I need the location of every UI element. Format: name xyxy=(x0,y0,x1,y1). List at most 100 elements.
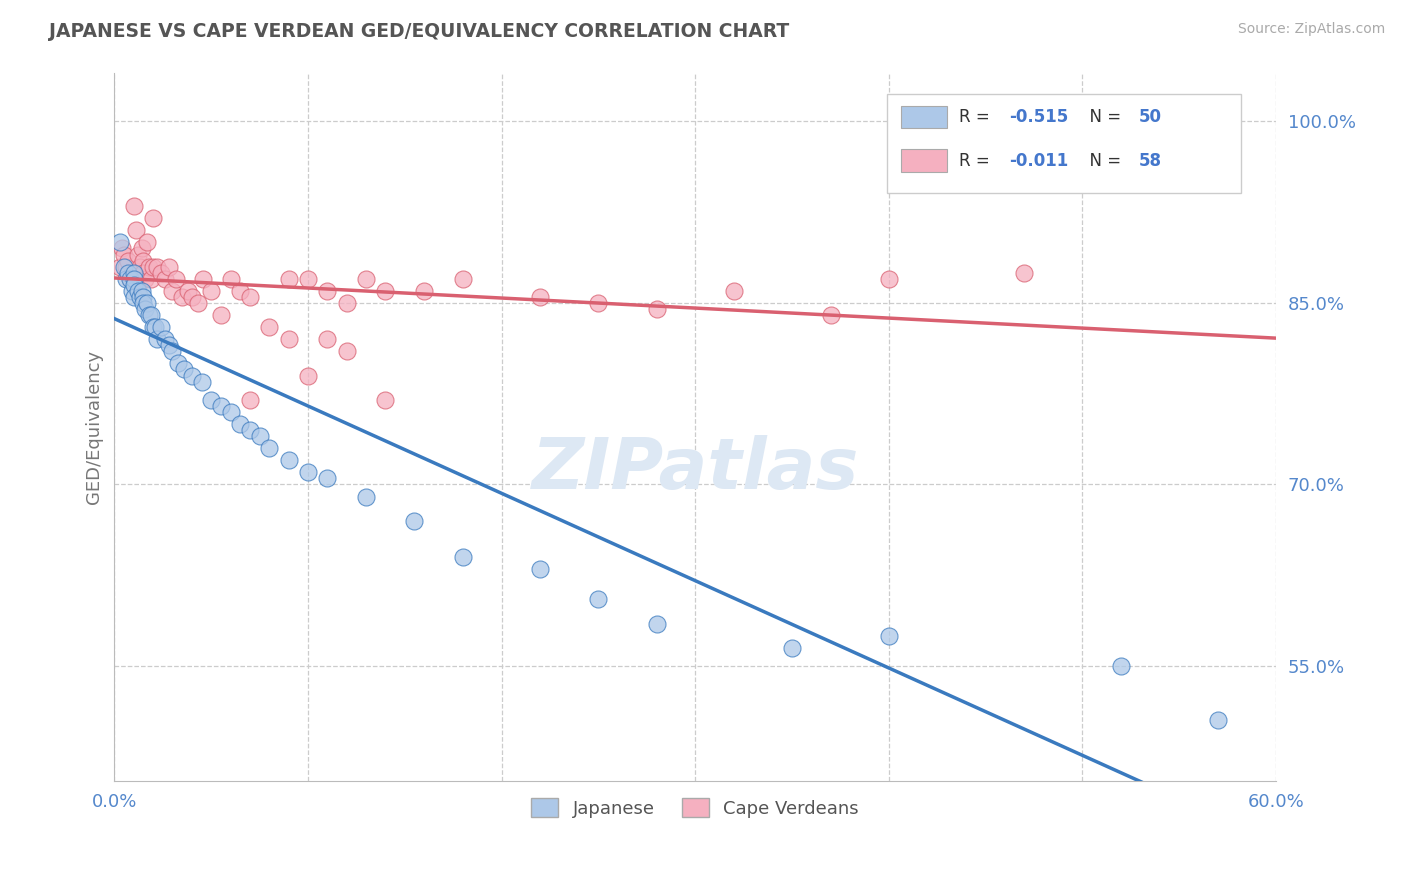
Point xyxy=(451,271,474,285)
Point xyxy=(132,253,155,268)
Point xyxy=(173,362,195,376)
Point xyxy=(157,260,180,274)
Point xyxy=(209,308,232,322)
Point xyxy=(132,266,155,280)
Point xyxy=(588,592,610,607)
Point xyxy=(259,320,281,334)
Text: N =: N = xyxy=(1078,108,1126,126)
Text: R =: R = xyxy=(959,108,995,126)
Point xyxy=(723,284,745,298)
Point xyxy=(136,296,159,310)
Point xyxy=(877,271,900,285)
Point xyxy=(115,271,138,285)
Point xyxy=(193,271,215,285)
Point xyxy=(1206,714,1229,728)
Point xyxy=(167,356,190,370)
Point xyxy=(780,640,803,655)
Point xyxy=(122,199,145,213)
FancyBboxPatch shape xyxy=(901,150,948,172)
Point xyxy=(249,429,271,443)
Point xyxy=(132,290,155,304)
Point xyxy=(239,423,262,437)
Text: ZIPatlas: ZIPatlas xyxy=(531,435,859,504)
Point xyxy=(165,271,187,285)
Point xyxy=(153,271,176,285)
Point xyxy=(146,260,169,274)
Point xyxy=(316,332,339,346)
Point xyxy=(111,242,134,256)
Text: Source: ZipAtlas.com: Source: ZipAtlas.com xyxy=(1237,22,1385,37)
Point xyxy=(121,266,143,280)
Point xyxy=(297,466,319,480)
Point xyxy=(118,271,141,285)
FancyBboxPatch shape xyxy=(901,105,948,128)
Text: JAPANESE VS CAPE VERDEAN GED/EQUIVALENCY CORRELATION CHART: JAPANESE VS CAPE VERDEAN GED/EQUIVALENCY… xyxy=(49,22,789,41)
Point xyxy=(297,271,319,285)
Point xyxy=(239,290,262,304)
Point xyxy=(125,223,148,237)
Point xyxy=(219,405,242,419)
Point xyxy=(451,550,474,565)
Text: -0.515: -0.515 xyxy=(1010,108,1069,126)
Point xyxy=(177,284,200,298)
Point xyxy=(1014,266,1036,280)
Point xyxy=(374,284,396,298)
Text: -0.011: -0.011 xyxy=(1010,153,1069,170)
Point xyxy=(142,211,165,226)
Point xyxy=(229,417,252,431)
Point xyxy=(529,290,551,304)
Point xyxy=(141,271,163,285)
Point xyxy=(877,629,900,643)
Point xyxy=(354,271,377,285)
Point xyxy=(131,284,153,298)
Point xyxy=(112,247,135,261)
Point xyxy=(117,253,139,268)
Point xyxy=(187,296,209,310)
Point xyxy=(122,271,145,285)
Point xyxy=(529,562,551,576)
Point xyxy=(117,266,139,280)
Point xyxy=(122,277,145,292)
Point xyxy=(180,290,202,304)
Point xyxy=(209,399,232,413)
Point xyxy=(190,375,212,389)
Point xyxy=(277,271,299,285)
Point xyxy=(122,290,145,304)
Point xyxy=(149,266,172,280)
Point xyxy=(118,271,141,285)
Point xyxy=(142,260,165,274)
Point xyxy=(297,368,319,383)
Point xyxy=(128,260,150,274)
FancyBboxPatch shape xyxy=(887,95,1241,194)
Point xyxy=(239,392,262,407)
Point xyxy=(200,284,222,298)
Point xyxy=(131,242,153,256)
Legend: Japanese, Cape Verdeans: Japanese, Cape Verdeans xyxy=(524,791,866,825)
Point xyxy=(413,284,436,298)
Point xyxy=(336,344,359,359)
Point xyxy=(141,308,163,322)
Point xyxy=(200,392,222,407)
Point xyxy=(162,344,184,359)
Point xyxy=(146,332,169,346)
Point xyxy=(110,260,132,274)
Text: N =: N = xyxy=(1078,153,1126,170)
Y-axis label: GED/Equivalency: GED/Equivalency xyxy=(86,350,103,504)
Point xyxy=(404,514,426,528)
Point xyxy=(127,247,149,261)
Point xyxy=(153,332,176,346)
Point xyxy=(136,235,159,250)
Point xyxy=(142,320,165,334)
Point xyxy=(820,308,842,322)
Point xyxy=(134,301,156,316)
Point xyxy=(229,284,252,298)
Point xyxy=(115,260,138,274)
Point xyxy=(645,301,668,316)
Point xyxy=(172,290,194,304)
Point xyxy=(336,296,359,310)
Point xyxy=(122,266,145,280)
Point xyxy=(180,368,202,383)
Point xyxy=(143,320,166,334)
Point xyxy=(1109,659,1132,673)
Point xyxy=(132,296,155,310)
